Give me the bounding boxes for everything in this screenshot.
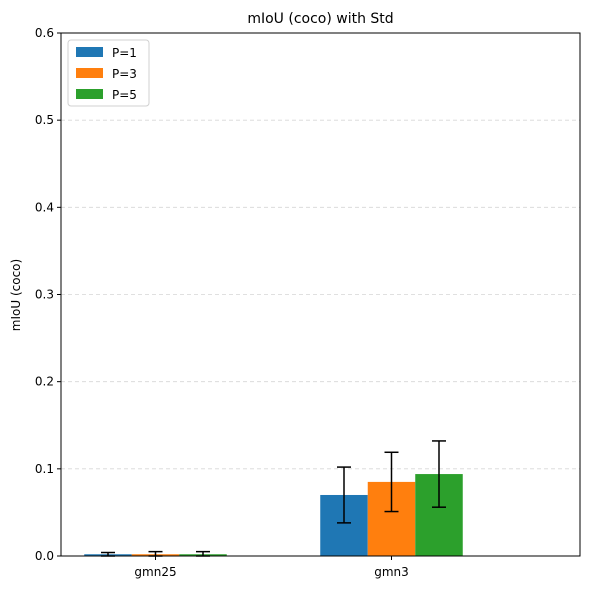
x-tick-label: gmn25 [134, 565, 176, 579]
legend-swatch [76, 47, 103, 57]
grid-lines [61, 119, 580, 470]
legend-label: P=1 [112, 46, 137, 60]
legend-swatch [76, 68, 103, 78]
y-tick-label: 0.2 [35, 375, 54, 389]
y-tick-label: 0.1 [35, 462, 54, 476]
legend-swatch [76, 89, 103, 99]
y-tick-label: 0.3 [35, 288, 54, 302]
y-axis-label: mIoU (coco) [9, 259, 23, 331]
y-tick-label: 0.6 [35, 26, 54, 40]
legend-label: P=5 [112, 88, 137, 102]
legend-label: P=3 [112, 67, 137, 81]
bars [84, 474, 463, 556]
y-tick-label: 0.5 [35, 113, 54, 127]
y-tick-label: 0.4 [35, 200, 54, 214]
x-tick-label: gmn3 [374, 565, 409, 579]
error-bars [101, 440, 446, 557]
axes-ticks: 0.00.10.20.30.40.50.6gmn25gmn31former [35, 26, 409, 579]
chart-title: mIoU (coco) with Std [247, 11, 393, 27]
legend: P=1 P=3 P=5 [67, 39, 150, 107]
y-tick-label: 0.0 [35, 549, 54, 563]
